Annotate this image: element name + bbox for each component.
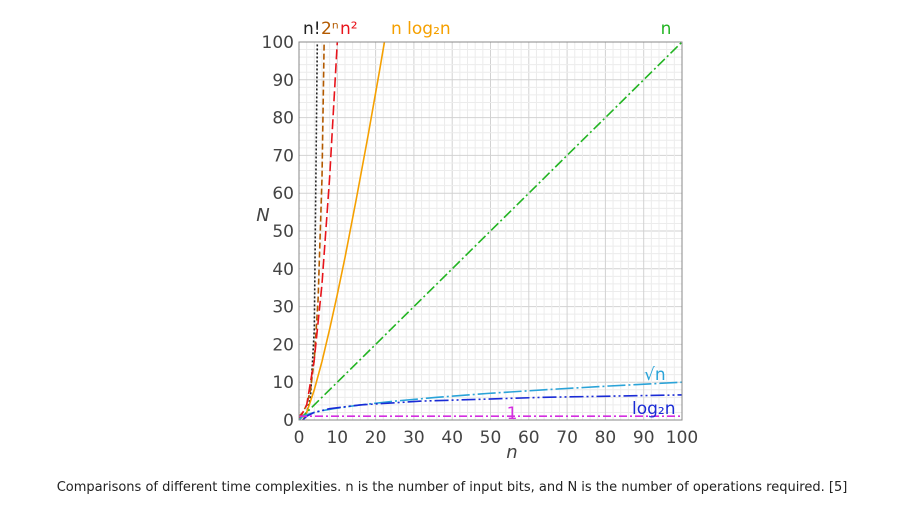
y-tick-label: 60 <box>272 184 294 204</box>
y-tick-label: 20 <box>272 335 294 355</box>
y-tick-label: 10 <box>272 373 294 393</box>
series-label-factorial: n! <box>303 19 321 39</box>
y-tick-label: 50 <box>272 222 294 242</box>
y-tick-label: 80 <box>272 109 294 129</box>
x-tick-label: 20 <box>365 428 387 448</box>
series-line-exponential <box>299 42 325 417</box>
series-label-linear: n <box>661 19 672 39</box>
y-axis-label: N <box>256 205 269 226</box>
x-tick-label: 40 <box>441 428 463 448</box>
tick-labels: 0 10 20 30 40 50 60 70 80 90 100 0 10 20 30 40 50 60 70 80 9… <box>262 33 699 448</box>
x-tick-label: 80 <box>595 428 617 448</box>
series-line-log <box>302 394 682 420</box>
y-tick-label: 70 <box>272 146 294 166</box>
y-tick-label: 90 <box>272 71 294 91</box>
x-axis-label: n <box>506 442 517 463</box>
series-label-sqrt: √n <box>644 365 666 385</box>
x-tick-label: 50 <box>480 428 502 448</box>
series-label-exponential: 2ⁿ <box>321 19 339 39</box>
series-layer <box>299 42 682 420</box>
plot-frame <box>298 41 683 421</box>
series-label-log: log₂n <box>632 399 676 419</box>
x-tick-label: 100 <box>666 428 698 448</box>
x-tick-label: 0 <box>294 428 305 448</box>
y-tick-label: 100 <box>262 33 294 53</box>
y-tick-label: 30 <box>272 298 294 318</box>
series-line-nlogn <box>302 42 386 420</box>
x-tick-label: 70 <box>556 428 578 448</box>
x-tick-label: 60 <box>518 428 540 448</box>
x-tick-label: 90 <box>633 428 655 448</box>
grid <box>299 42 682 420</box>
y-tick-label: 40 <box>272 260 294 280</box>
series-label-nlogn: n log₂n <box>391 19 451 39</box>
y-tick-label: 0 <box>283 411 294 431</box>
x-tick-label: 10 <box>326 428 348 448</box>
complexity-chart: 0 10 20 30 40 50 60 70 80 90 100 0 10 20 30 40 50 60 70 80 9… <box>256 19 699 463</box>
x-tick-label: 30 <box>403 428 425 448</box>
series-label-constant: 1 <box>507 404 518 424</box>
series-line-quadratic <box>299 42 339 420</box>
figure-caption: Comparisons of different time complexiti… <box>56 480 848 495</box>
series-line-factorial <box>302 42 319 417</box>
series-label-quadratic: n² <box>340 19 358 39</box>
